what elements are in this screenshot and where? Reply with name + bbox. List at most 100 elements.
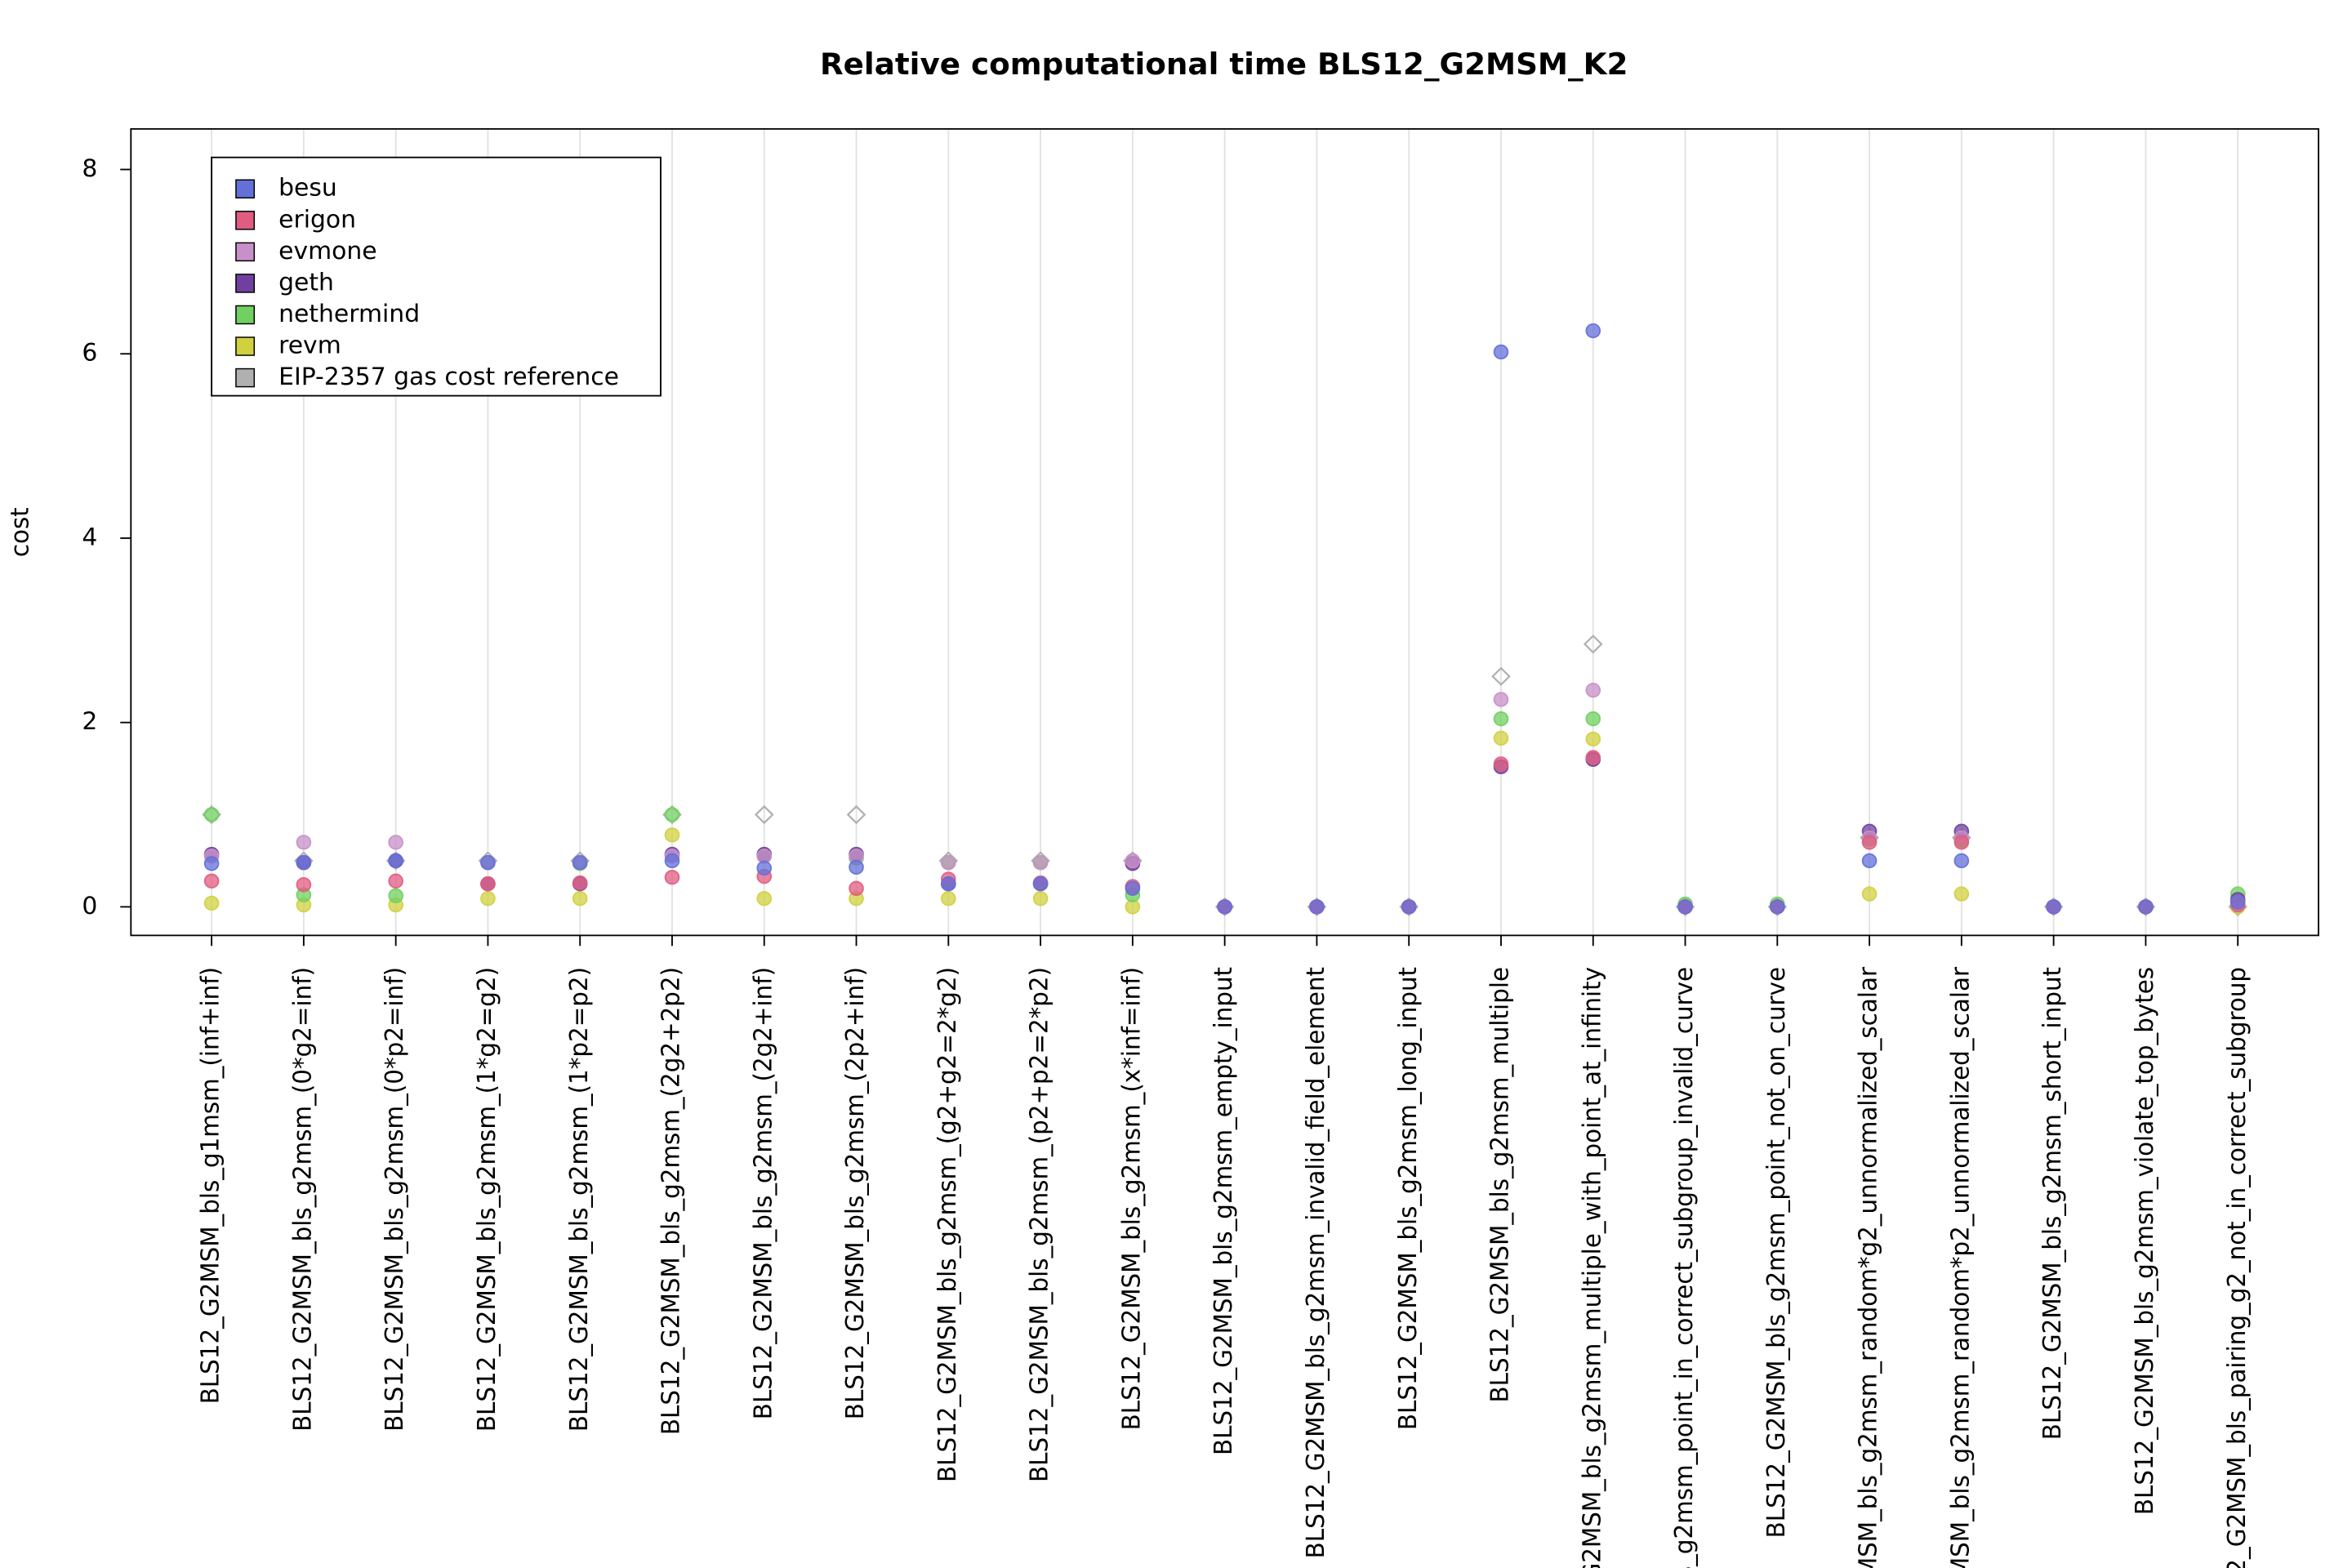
y-tick-label: 0	[82, 892, 97, 920]
legend-label: evmone	[278, 237, 376, 265]
x-tick-label: BLS12_G2MSM_bls_g1msm_(inf+inf)	[196, 967, 224, 1404]
point	[388, 835, 403, 850]
point	[664, 853, 680, 869]
point	[203, 873, 220, 889]
point	[1953, 886, 1970, 902]
point	[572, 891, 588, 906]
point	[1677, 899, 1693, 915]
point	[1585, 731, 1601, 747]
point	[296, 877, 312, 893]
x-tick-label: BLS12_G2MSM_bls_g2msm_invalid_field_elem…	[1302, 967, 1330, 1558]
point	[1585, 750, 1601, 765]
x-tick-label: BLS12_G2MSM_bls_g2msm_(1*p2=p2)	[565, 967, 593, 1432]
y-axis-label: cost	[6, 507, 33, 557]
legend-swatch	[235, 336, 256, 356]
point	[388, 888, 403, 904]
point	[1861, 835, 1878, 850]
point	[572, 855, 588, 871]
point	[480, 876, 496, 892]
x-tick-label: BLS12_G2MSM_bls_g2msm_(2p2+inf)	[841, 967, 869, 1419]
y-tick-label: 8	[82, 154, 97, 182]
point	[1125, 880, 1141, 897]
chart-title: Relative computational time BLS12_G2MSM_…	[820, 47, 1628, 82]
x-tick-label: BLS12_G2MSM_bls_g2msm_(2g2+inf)	[749, 967, 777, 1419]
point	[2138, 899, 2154, 915]
x-tick-label: BLS12_G2MSM_bls_g2msm_(0*p2=inf)	[381, 967, 408, 1432]
point	[1493, 730, 1509, 746]
point	[1032, 855, 1049, 871]
plot-frame	[130, 127, 2319, 937]
point	[1032, 876, 1049, 892]
reference-marker	[1583, 635, 1603, 654]
legend-label: nethermind	[278, 300, 420, 327]
x-tick-label: BLS12_G2MSM_bls_pairing_g2_not_in_correc…	[2223, 967, 2251, 1568]
x-tick-label: BLS12_G2MSM_bls_g2msm_multiple	[1486, 967, 1513, 1403]
x-tick-label: BLS12_G2MSM_bls_g2msm_short_input	[2038, 967, 2066, 1440]
point	[1953, 853, 1970, 869]
point	[1769, 899, 1785, 915]
point	[1953, 835, 1970, 850]
point	[480, 855, 496, 871]
legend-swatch	[235, 242, 256, 262]
x-tick-label: BLS12_G2MSM_bls_g2msm_random*g2_unnormal…	[1854, 966, 1882, 1568]
point	[1493, 756, 1509, 772]
point	[1493, 692, 1509, 707]
point	[664, 807, 680, 822]
legend-label: geth	[278, 269, 334, 296]
x-tick-label: BLS12_G2MSM_bls_g2msm_(g2+g2=2*g2)	[933, 967, 961, 1482]
x-tick-label: BLS12_G2MSM_bls_g2msm_(p2+p2=2*p2)	[1025, 967, 1053, 1482]
legend-swatch	[235, 274, 256, 293]
point	[296, 835, 312, 850]
x-tick-label: BLS12_G2MSM_bls_g2msm_(0*g2=inf)	[288, 967, 316, 1432]
x-tick-label: BLS12_G2MSM_bls_g2msm_(1*g2=g2)	[473, 967, 501, 1432]
x-tick-label: BLS12_G2MSM_bls_g2msm_point_in_correct_s…	[1670, 967, 1698, 1568]
point	[1401, 899, 1417, 915]
point	[1493, 344, 1509, 360]
point	[480, 891, 496, 906]
point	[756, 891, 773, 906]
point	[1125, 853, 1141, 869]
legend-swatch	[235, 305, 256, 325]
point	[572, 875, 588, 891]
point	[664, 870, 680, 885]
reference-marker	[846, 804, 866, 825]
point	[756, 860, 773, 876]
x-tick-label: BLS12_G2MSM_bls_g2msm_multiple_with_poin…	[1578, 967, 1606, 1568]
x-tick-label: BLS12_G2MSM_bls_g2msm_point_not_on_curve	[1762, 967, 1790, 1538]
point	[1217, 899, 1232, 915]
point	[941, 891, 956, 906]
point	[1493, 710, 1509, 727]
y-tick-label: 2	[82, 707, 97, 735]
x-tick-label: BLS12_G2MSM_bls_g2msm_(x*inf=inf)	[1117, 967, 1145, 1430]
point	[849, 880, 864, 897]
point	[388, 873, 403, 889]
point	[664, 827, 680, 843]
x-tick-label: BLS12_G2MSM_bls_g2msm_(2g2+2p2)	[657, 967, 684, 1435]
x-tick-label: BLS12_G2MSM_bls_g2msm_random*p2_unnormal…	[1946, 966, 1974, 1568]
point	[1032, 891, 1049, 906]
legend-label: erigon	[278, 205, 356, 233]
point	[941, 855, 956, 871]
legend-box	[211, 156, 662, 397]
point	[1585, 323, 1601, 339]
point	[1861, 886, 1878, 902]
point	[849, 859, 864, 875]
legend: besu erigon evmone geth nethermind revm EIP-23…	[211, 156, 662, 397]
legend-swatch	[235, 211, 256, 230]
reference-marker	[754, 804, 774, 825]
legend-swatch	[235, 179, 256, 199]
point	[203, 895, 220, 911]
point	[203, 856, 220, 871]
y-tick-label: 4	[82, 523, 97, 551]
legend-swatch	[235, 368, 256, 388]
x-tick-label: BLS12_G2MSM_bls_g2msm_long_input	[1394, 967, 1422, 1430]
point	[1309, 899, 1325, 915]
point	[388, 853, 403, 869]
point	[1585, 710, 1601, 727]
point	[1861, 853, 1878, 869]
point	[2230, 894, 2246, 910]
y-tick-label: 6	[82, 339, 97, 367]
point	[1585, 683, 1601, 698]
